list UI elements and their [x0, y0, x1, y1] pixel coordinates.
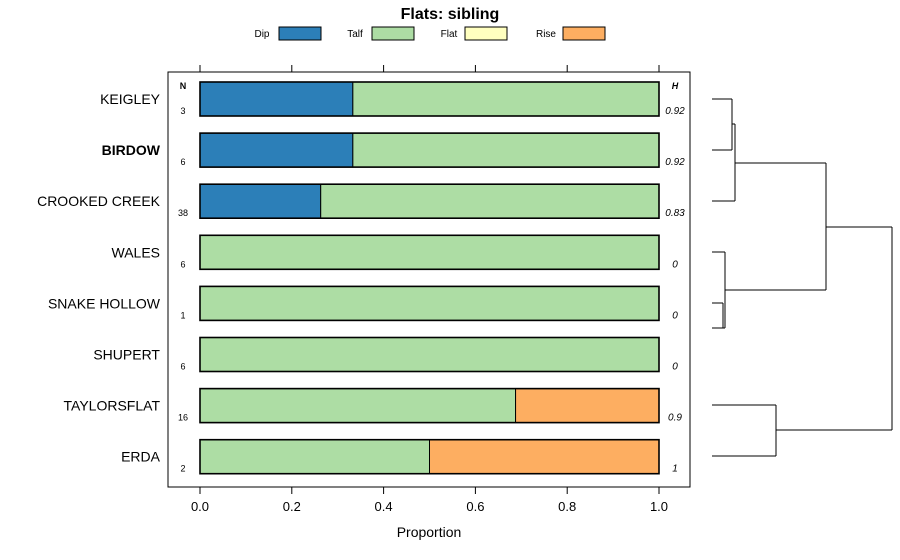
category-label: BIRDOW [102, 142, 161, 158]
n-value: 6 [180, 259, 185, 269]
bars-group [199, 81, 660, 475]
bar-outline [199, 285, 660, 322]
bar-outline [199, 387, 660, 424]
n-value: 16 [178, 413, 188, 423]
h-value: 0 [672, 362, 678, 373]
x-axis-title: Proportion [397, 524, 462, 540]
bar-segment-dip [199, 132, 354, 168]
category-label: SNAKE HOLLOW [48, 295, 161, 311]
bar-segment-dip [199, 81, 354, 117]
n-value: 2 [180, 464, 185, 474]
bar-segment-rise [429, 439, 660, 475]
bar-outline [199, 132, 660, 168]
h-value: 0 [672, 259, 678, 270]
bar-segment-talf [320, 183, 660, 219]
plot-panel [167, 71, 691, 488]
h-value: 0.92 [665, 157, 685, 168]
legend: Dip Talf Flat Rise [254, 26, 606, 41]
x-tick-label: 0.0 [191, 499, 209, 514]
n-value: 1 [180, 310, 185, 320]
axes-group: 0.0 0.2 0.4 0.6 0.8 1.0 [191, 65, 668, 514]
n-value: 3 [180, 106, 185, 116]
bar-segment-talf [352, 81, 660, 117]
bar-segment-talf [199, 337, 660, 372]
x-tick-label: 1.0 [650, 499, 668, 514]
category-label: ERDA [121, 449, 161, 465]
x-tick-label: 0.6 [466, 499, 484, 514]
category-label: SHUPERT [93, 347, 160, 363]
h-value: 0 [672, 310, 678, 321]
n-value: 38 [178, 208, 188, 218]
bar-segment-talf [199, 388, 517, 424]
bar-outline [199, 438, 660, 475]
legend-swatch-flat [464, 26, 508, 41]
legend-label-rise: Rise [536, 29, 556, 40]
bar-segment-talf [199, 285, 660, 321]
category-label: WALES [112, 244, 161, 260]
bar-outline [199, 336, 660, 373]
x-tick-label: 0.8 [558, 499, 576, 514]
category-label: TAYLORSFLAT [64, 398, 161, 414]
n-column-header: N [180, 81, 187, 91]
legend-swatch-dip [278, 26, 322, 41]
n-value: 6 [180, 362, 185, 372]
chart-title: Flats: sibling [401, 6, 500, 23]
n-value: 6 [180, 157, 185, 167]
dendrogram [712, 98, 893, 457]
h-value: 0.83 [665, 208, 685, 219]
x-tick-label: 0.4 [375, 499, 393, 514]
h-value: 0.9 [668, 413, 682, 424]
bar-segment-talf [199, 234, 660, 270]
category-label: KEIGLEY [100, 91, 161, 107]
legend-swatch-rise [562, 26, 606, 41]
bar-outline [199, 183, 660, 219]
h-value: 0.92 [665, 106, 685, 117]
legend-label-dip: Dip [254, 29, 269, 40]
x-tick-label: 0.2 [283, 499, 301, 514]
legend-swatch-talf [371, 26, 415, 41]
legend-label-talf: Talf [347, 29, 363, 40]
bar-segment-talf [352, 132, 660, 168]
legend-label-flat: Flat [441, 29, 458, 40]
bar-segment-dip [199, 183, 322, 219]
bar-segment-talf [199, 439, 430, 475]
bar-segment-rise [515, 388, 660, 424]
h-value: 1 [672, 464, 678, 475]
h-column-header: H [672, 81, 679, 91]
bar-outline [199, 81, 660, 117]
bar-outline [199, 234, 660, 271]
category-label: CROOKED CREEK [37, 193, 161, 209]
